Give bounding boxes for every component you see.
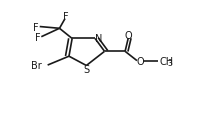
Text: 3: 3 <box>167 58 172 67</box>
Text: O: O <box>136 56 144 66</box>
Text: O: O <box>124 31 132 41</box>
Text: F: F <box>34 33 40 43</box>
Text: S: S <box>83 64 89 74</box>
Text: CH: CH <box>160 56 174 66</box>
Text: F: F <box>33 22 39 32</box>
Text: Br: Br <box>31 61 42 70</box>
Text: F: F <box>63 12 69 22</box>
Text: N: N <box>95 34 103 44</box>
